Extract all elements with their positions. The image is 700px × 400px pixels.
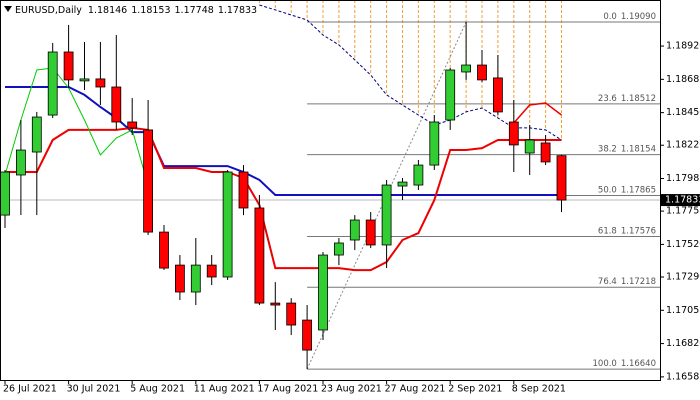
fibo-price: 1.17865 [621, 185, 656, 195]
candle-body [556, 155, 567, 201]
y-tick-label: 1.17290 [666, 271, 700, 282]
candle-body [143, 129, 154, 233]
candle-body [270, 302, 281, 306]
header-high: 1.18153 [131, 5, 170, 16]
candle-body [79, 78, 90, 82]
candle-body [0, 171, 10, 216]
symbol-icon [4, 6, 12, 12]
candle-body [159, 231, 169, 269]
candle-body [238, 171, 249, 209]
fibo-level-name: 61.8 [598, 226, 617, 236]
candle-body [445, 69, 456, 121]
fibo-price: 1.17576 [621, 226, 656, 236]
x-tick-label: 27 Aug 2021 [385, 384, 446, 395]
candle-body [365, 219, 376, 246]
header-low: 1.17748 [175, 5, 214, 16]
candle-body [222, 171, 233, 278]
candle-body [31, 116, 42, 153]
fibo-level-name: 0.0 [603, 11, 617, 21]
current-price-box [661, 194, 700, 207]
indicator-line [513, 102, 562, 124]
y-tick-label: 1.17755 [666, 206, 700, 217]
y-tick-label: 1.18450 [666, 107, 700, 118]
fibo-price: 1.18154 [621, 144, 656, 154]
candle-body [111, 86, 122, 123]
y-tick-label: 1.16585 [666, 371, 700, 382]
fibo-label: 61.8 1.17576 [598, 226, 656, 236]
candle-body [508, 121, 519, 146]
indicator-line [4, 67, 149, 186]
fibo-price: 1.18512 [621, 93, 656, 103]
y-tick-label: 1.17985 [666, 173, 700, 184]
candle-body [206, 264, 217, 278]
header-close: 1.17833 [218, 5, 257, 16]
x-tick-label: 8 Sep 2021 [512, 384, 566, 395]
candle-body [127, 121, 138, 129]
y-tick-label: 1.18220 [666, 140, 700, 151]
header-open: 1.18146 [88, 5, 127, 16]
fibo-price: 1.16640 [621, 359, 656, 369]
fibo-level-name: 38.2 [598, 144, 617, 154]
indicator-line [5, 126, 562, 272]
fibo-price: 1.19090 [621, 11, 656, 21]
x-tick-label: 11 Aug 2021 [194, 384, 255, 395]
y-tick-label: 1.17055 [666, 305, 700, 316]
y-tick-label: 1.18920 [666, 41, 700, 52]
candle-body [429, 121, 440, 166]
candle-body [477, 64, 487, 81]
fibo-label: 0.0 1.19090 [603, 11, 656, 21]
candle-body [381, 184, 392, 246]
header: EURUSD,Daily 1.18146 1.18153 1.17748 1.17833 [15, 5, 257, 16]
fibo-label: 100.0 1.16640 [593, 359, 657, 369]
fibo-level-name: 100.0 [593, 359, 617, 369]
fibo-label: 38.2 1.18154 [598, 144, 656, 154]
x-tick-label: 30 Jul 2021 [67, 384, 121, 395]
x-tick-label: 2 Sep 2021 [448, 384, 502, 395]
current-price-label: 1.17833 [665, 195, 700, 206]
candle-body [95, 78, 106, 88]
indicator-line [5, 86, 562, 196]
candle-body [413, 164, 424, 186]
candle-body [524, 139, 535, 154]
candle-body [461, 64, 472, 73]
y-tick-label: 1.18685 [666, 74, 700, 85]
fibo-level-name: 76.4 [598, 277, 617, 287]
fibo-label: 23.6 1.18512 [598, 93, 656, 103]
candle-body [254, 207, 265, 304]
candle-body [333, 242, 344, 256]
fibo-label: 50.0 1.17865 [598, 185, 656, 195]
plot-border [0, 0, 661, 381]
fibo-level-name: 50.0 [598, 185, 617, 195]
fibo-level-name: 23.6 [598, 93, 617, 103]
candle-body [47, 51, 58, 116]
plot-area: 0.0 1.19090 23.6 1.18512 38.2 1.18154 50.0 1.17… [0, 0, 660, 370]
fibo-price: 1.17218 [621, 277, 656, 287]
candle-body [286, 302, 297, 326]
y-tick-label: 1.16820 [666, 338, 700, 349]
y-tick-label: 1.17520 [666, 239, 700, 250]
candle-body [349, 219, 360, 241]
candle-body [302, 319, 313, 351]
fibo-label: 76.4 1.17218 [598, 277, 656, 287]
candle-body [318, 254, 328, 331]
x-tick-label: 17 Aug 2021 [257, 384, 318, 395]
candle-body [397, 181, 408, 187]
candle-body [63, 51, 74, 81]
symbol-title: EURUSD,Daily [15, 5, 82, 16]
candle-body [15, 149, 26, 176]
x-tick-label: 26 Jul 2021 [3, 384, 57, 395]
candle-body [492, 77, 503, 113]
candle-body [174, 264, 185, 293]
x-tick-label: 5 Aug 2021 [130, 384, 185, 395]
x-tick-label: 23 Aug 2021 [321, 384, 382, 395]
candle-body [540, 142, 551, 163]
candle-body [190, 264, 201, 293]
